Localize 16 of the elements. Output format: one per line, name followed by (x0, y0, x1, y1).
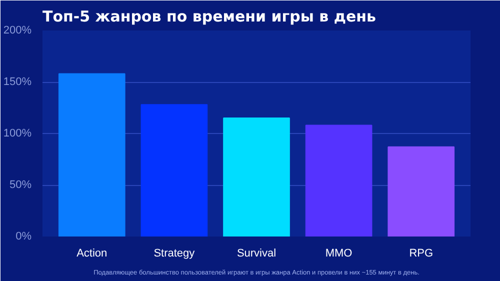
bar (140, 104, 208, 236)
bar (58, 73, 126, 236)
x-tick-label: MMO (325, 248, 353, 260)
bar (388, 146, 455, 236)
y-tick-label: 50% (9, 179, 32, 191)
y-tick-label: 200% (3, 24, 32, 36)
y-tick-label: 100% (3, 128, 32, 140)
x-tick-label: Survival (236, 248, 276, 260)
y-tick-label: 0% (16, 230, 32, 242)
bar (305, 124, 372, 236)
bar (223, 118, 290, 236)
x-tick-label: Strategy (154, 248, 196, 260)
y-tick-label: 150% (3, 76, 32, 88)
x-tick-label: RPG (409, 248, 434, 260)
chart-title: Топ-5 жанров по времени игры в день (42, 8, 376, 26)
x-tick-label: Action (76, 248, 108, 260)
